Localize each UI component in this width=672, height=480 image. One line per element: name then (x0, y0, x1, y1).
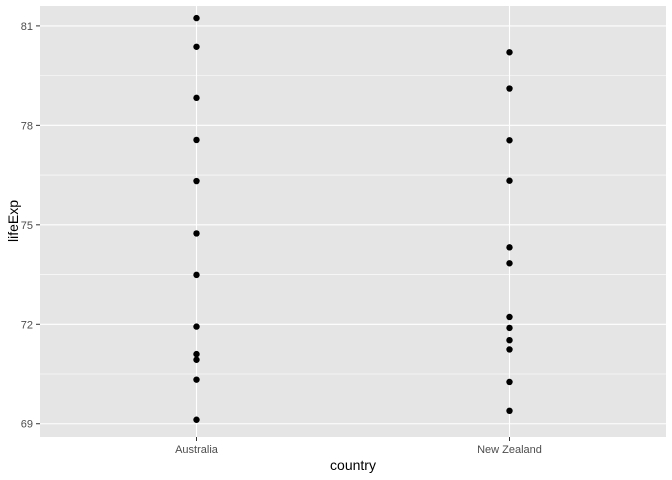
data-point (506, 378, 513, 386)
data-point (193, 94, 200, 102)
data-point (506, 336, 513, 344)
data-point (193, 323, 200, 330)
x-axis-title: country (330, 457, 376, 473)
data-point (506, 260, 513, 267)
data-point (506, 49, 513, 56)
y-tick-label: 72 (21, 319, 33, 331)
data-points (193, 14, 513, 423)
data-point (506, 313, 513, 321)
data-point (506, 346, 513, 353)
x-tick-label: Australia (175, 444, 219, 456)
y-tick-label: 78 (21, 120, 33, 132)
major-gridlines (40, 6, 666, 437)
data-point (193, 356, 200, 363)
y-axis-title: lifeExp (5, 200, 21, 242)
x-tick-label: New Zealand (477, 444, 542, 456)
x-axis: Australia New Zealand (175, 437, 542, 456)
data-point (506, 407, 513, 415)
plot-panel (40, 6, 666, 437)
y-axis: 69 72 75 78 81 (21, 21, 40, 431)
y-tick-label: 75 (21, 220, 33, 232)
data-point (193, 14, 200, 22)
data-point (193, 177, 200, 185)
data-point (506, 177, 513, 184)
data-point (506, 244, 513, 251)
data-point (193, 350, 200, 358)
minor-gridlines (40, 75, 666, 375)
data-point (506, 137, 513, 144)
data-point (193, 376, 200, 383)
data-point (193, 416, 200, 423)
y-tick-label: 69 (21, 419, 33, 431)
data-point (193, 271, 200, 279)
data-point (506, 85, 513, 92)
data-point (506, 324, 513, 332)
data-point (193, 43, 200, 50)
y-tick-label: 81 (21, 21, 33, 33)
data-point (193, 230, 200, 237)
data-point (193, 136, 200, 144)
